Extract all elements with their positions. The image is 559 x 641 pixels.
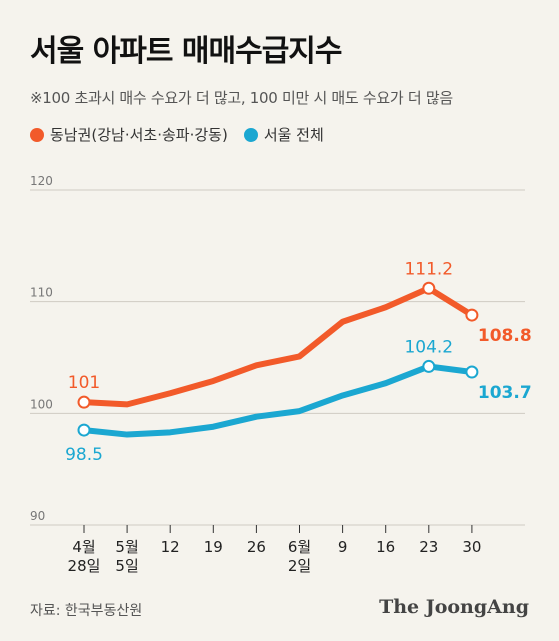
legend-label-gangnam: 동남권(강남·서초·송파·강동) bbox=[50, 126, 228, 144]
x-tick-label-2: 12 bbox=[161, 538, 180, 556]
chart-title: 서울 아파트 매매수급지수 bbox=[30, 34, 342, 69]
x-tick-label-3: 19 bbox=[204, 538, 223, 556]
x-tick-label-9: 30 bbox=[462, 538, 481, 556]
data-label-0-8: 111.2 bbox=[404, 259, 453, 279]
chart-subtitle: ※100 초과시 매수 수요가 더 많고, 100 미만 시 매도 수요가 더 … bbox=[30, 89, 453, 107]
x-tick-label-0-b: 28일 bbox=[68, 557, 101, 575]
x-tick-label-0: 4월 bbox=[72, 538, 95, 556]
legend: 동남권(강남·서초·송파·강동) 서울 전체 bbox=[30, 124, 340, 145]
x-tick-label-1-b: 5일 bbox=[115, 557, 138, 575]
x-tick-label-5: 6월 bbox=[288, 538, 311, 556]
legend-swatch-seoul bbox=[243, 127, 258, 142]
point-marker-0-8 bbox=[422, 281, 436, 295]
y-tick-label-120: 120 bbox=[30, 174, 53, 188]
point-marker-0-9 bbox=[465, 308, 479, 322]
y-tick-label-110: 110 bbox=[30, 286, 53, 300]
legend-item-gangnam: 동남권(강남·서초·송파·강동) bbox=[30, 124, 228, 145]
point-marker-0-0 bbox=[77, 395, 91, 409]
x-tick-label-4: 26 bbox=[247, 538, 266, 556]
x-tick-label-5-b: 2일 bbox=[288, 557, 311, 575]
data-label-0-0: 101 bbox=[68, 373, 100, 393]
legend-label-seoul: 서울 전체 bbox=[263, 126, 324, 144]
x-tick-label-1: 5월 bbox=[115, 538, 138, 556]
brand-logo: The JoongAng bbox=[379, 596, 529, 618]
point-marker-1-9 bbox=[465, 365, 479, 379]
legend-item-seoul: 서울 전체 bbox=[243, 124, 324, 145]
x-tick-label-6: 9 bbox=[338, 538, 348, 556]
y-tick-label-100: 100 bbox=[30, 397, 53, 411]
series-line-0 bbox=[81, 285, 475, 408]
data-label-1-0: 98.5 bbox=[65, 445, 103, 465]
series-line-1 bbox=[81, 363, 475, 438]
data-label-0-9: 108.8 bbox=[478, 326, 532, 346]
x-tick-label-8: 23 bbox=[419, 538, 438, 556]
legend-swatch-gangnam bbox=[30, 127, 44, 142]
y-tick-label-90: 90 bbox=[30, 509, 45, 523]
point-marker-1-8 bbox=[422, 359, 436, 373]
data-label-1-9: 103.7 bbox=[478, 383, 532, 403]
point-marker-1-0 bbox=[77, 423, 91, 437]
data-label-1-8: 104.2 bbox=[404, 337, 453, 357]
source-note: 자료: 한국부동산원 bbox=[30, 603, 143, 619]
x-tick-label-7: 16 bbox=[376, 538, 395, 556]
